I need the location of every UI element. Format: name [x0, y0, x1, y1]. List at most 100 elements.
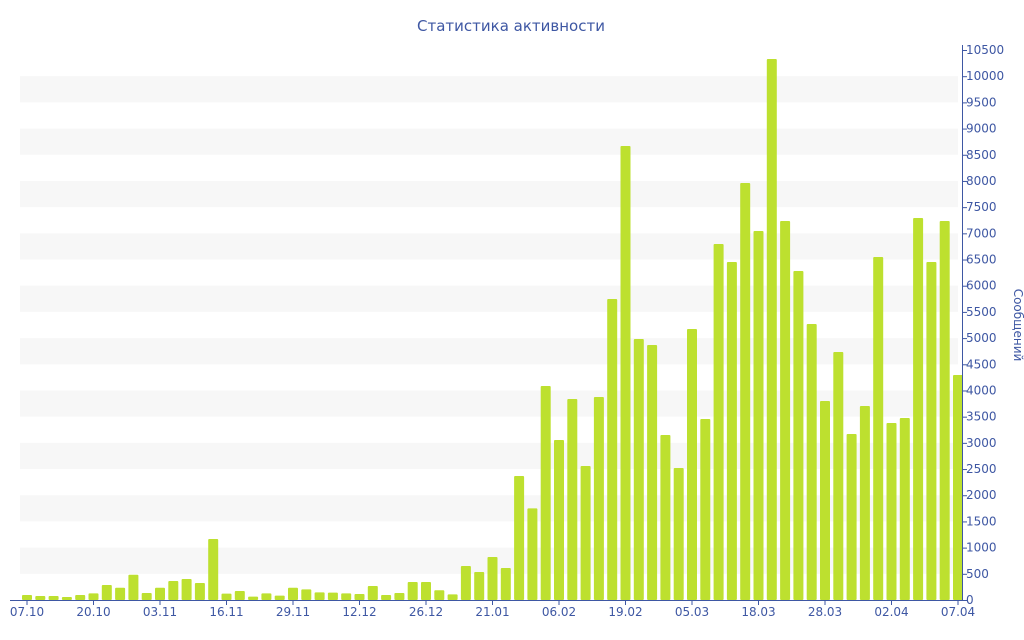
bar [700, 419, 711, 600]
bar [354, 593, 365, 600]
x-tick-label: 12.12 [342, 605, 376, 619]
grid-band [20, 128, 958, 155]
x-tick-label: 29.11 [276, 605, 310, 619]
y-axis-label: Сообщений [1011, 289, 1024, 362]
y-tick-label: 10500 [966, 43, 1004, 57]
bar [740, 183, 751, 601]
bar [726, 262, 737, 600]
bar [820, 401, 830, 600]
bar [447, 594, 458, 600]
bar [460, 566, 471, 600]
bar [407, 581, 418, 600]
y-tick-label: 1500 [966, 514, 997, 528]
bar [846, 434, 857, 600]
bar [248, 596, 259, 600]
chart-title: Статистика активности [417, 17, 605, 35]
y-tick-label: 3500 [966, 410, 997, 424]
y-tick-label: 8000 [966, 174, 997, 188]
bar [633, 339, 644, 600]
bar [593, 397, 604, 600]
bar [500, 567, 511, 600]
bar [620, 146, 631, 600]
grid-band [20, 442, 958, 470]
grid-bands [20, 76, 958, 574]
x-tick-label: 28.03 [808, 605, 842, 619]
bar [580, 466, 591, 600]
x-tick-label: 07.04 [941, 605, 975, 619]
y-tick-label: 1000 [966, 541, 997, 555]
y-tick-label: 2000 [966, 488, 997, 502]
bar [474, 572, 485, 600]
bar [48, 596, 59, 600]
grid-band [20, 338, 958, 365]
bar [713, 244, 724, 600]
bar [793, 271, 804, 600]
bar [899, 418, 910, 600]
y-tick-label: 4500 [966, 357, 997, 371]
bar [301, 589, 312, 600]
x-tick-label: 21.01 [475, 605, 509, 619]
bar [673, 468, 684, 600]
bar [487, 556, 498, 600]
bar [367, 586, 378, 600]
bar [607, 299, 618, 600]
bar [660, 435, 671, 600]
bar [101, 585, 112, 600]
grid-band [20, 180, 958, 208]
bar [687, 329, 697, 600]
bar [806, 324, 817, 600]
bar [514, 476, 525, 600]
grid-band [20, 390, 958, 417]
bar [939, 221, 950, 600]
y-tick-label: 10000 [966, 69, 1004, 83]
bar [61, 597, 72, 600]
x-tick-label: 02.04 [874, 605, 908, 619]
x-tick-label: 19.02 [608, 605, 642, 619]
bar [753, 231, 764, 600]
bar [88, 593, 99, 600]
x-tick-label: 26.12 [409, 605, 443, 619]
bar [75, 595, 86, 600]
bar [434, 590, 445, 600]
bar [833, 352, 844, 600]
bar [394, 592, 405, 600]
x-tick-label: 18.03 [741, 605, 775, 619]
bar [766, 59, 777, 601]
bar [953, 375, 963, 600]
bar [288, 587, 298, 600]
bar [181, 578, 192, 600]
bar [261, 593, 272, 600]
x-tick-label: 06.02 [542, 605, 576, 619]
bar [141, 592, 152, 600]
y-tick-label: 7000 [966, 226, 997, 240]
x-tick-label: 03.11 [143, 605, 177, 619]
x-tick-label: 05.03 [675, 605, 709, 619]
y-tick-label: 5500 [966, 305, 997, 319]
bar [913, 218, 924, 601]
bar [780, 221, 791, 600]
bar [540, 386, 551, 600]
y-tick-label: 5000 [966, 331, 997, 345]
bar [647, 345, 658, 600]
y-tick-label: 6000 [966, 279, 997, 293]
x-tick-label: 16.11 [209, 605, 243, 619]
y-tick-label: 7500 [966, 200, 997, 214]
grid-band [20, 285, 958, 312]
y-tick-label: 4000 [966, 383, 997, 397]
y-tick-label: 0 [966, 593, 974, 607]
bar [115, 587, 126, 600]
y-tick-label: 3000 [966, 436, 997, 450]
bar [421, 581, 431, 600]
bar [859, 406, 870, 600]
bar [341, 593, 352, 600]
x-tick-label: 20.10 [76, 605, 110, 619]
y-tick-label: 6500 [966, 253, 997, 267]
y-tick-label: 2500 [966, 462, 997, 476]
bar [381, 595, 392, 600]
y-tick-label: 8500 [966, 148, 997, 162]
bar [926, 262, 937, 600]
bar [194, 582, 205, 600]
grid-band [20, 76, 958, 103]
bars [22, 59, 963, 601]
